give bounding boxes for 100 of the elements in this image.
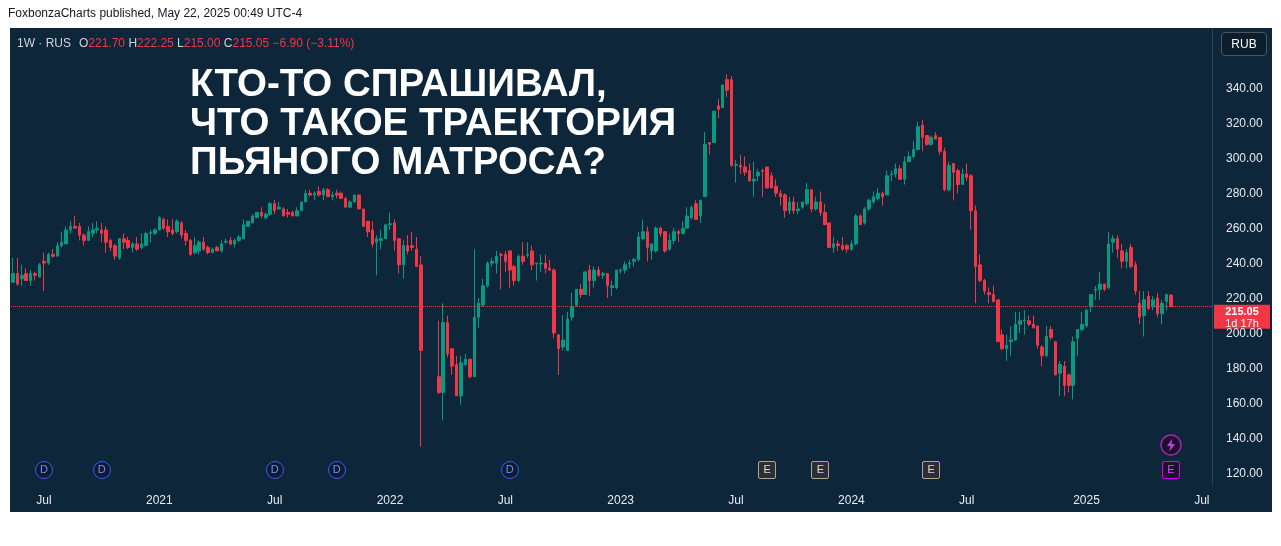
candlestick — [854, 213, 858, 247]
y-tick-label: 140.00 — [1226, 430, 1264, 445]
y-tick-label: 120.00 — [1226, 465, 1264, 480]
circle-badge: D — [34, 461, 53, 479]
candlestick — [1142, 290, 1146, 337]
candlestick — [588, 264, 591, 297]
candlestick — [717, 98, 720, 119]
candlestick — [402, 239, 405, 280]
candlestick — [1054, 341, 1057, 376]
candlestick — [788, 196, 791, 215]
candlestick — [1160, 299, 1164, 325]
y-tick-label: 260.00 — [1226, 221, 1264, 236]
candlestick — [42, 252, 46, 292]
candlestick — [623, 260, 627, 275]
candlestick — [521, 241, 525, 266]
candlestick — [175, 218, 179, 234]
x-tick-label: Jul — [497, 493, 514, 507]
candlestick — [752, 161, 756, 198]
candlestick — [322, 187, 325, 201]
candlestick — [597, 266, 600, 278]
candlestick — [606, 273, 609, 299]
candlestick — [118, 238, 121, 261]
y-tick-label: 220.00 — [1226, 291, 1264, 306]
candlestick — [579, 283, 583, 299]
x-tick-label: Jul — [1194, 493, 1210, 507]
candlestick — [1103, 283, 1106, 292]
candlestick — [104, 225, 108, 254]
candlestick — [947, 161, 951, 192]
circle-badge: D — [92, 461, 111, 479]
candlestick — [197, 239, 201, 255]
candlestick — [215, 245, 219, 252]
candlestick — [703, 131, 707, 198]
candlestick — [441, 302, 445, 421]
candlestick — [24, 267, 28, 282]
candlestick — [859, 213, 862, 226]
candlestick — [677, 229, 680, 243]
candlestick — [583, 271, 587, 296]
candlestick — [805, 182, 809, 206]
x-tick-label: 2022 — [376, 493, 404, 507]
candlestick — [313, 190, 316, 201]
ref-line-label: 215.05 — [1225, 304, 1259, 317]
candlestick — [260, 206, 263, 219]
candlestick — [11, 257, 15, 283]
x-tick-label: Jul — [959, 493, 975, 507]
square-badge: E — [1161, 461, 1180, 479]
candlestick — [721, 84, 724, 109]
candlestick — [1045, 325, 1048, 358]
circle-badge: D — [327, 461, 346, 479]
candlestick — [517, 253, 520, 283]
text: FoxbonzaCharts published, May 22, 2025 00:49 UTC-4 — [8, 6, 303, 20]
candlestick — [526, 241, 529, 259]
candlestick — [592, 266, 596, 289]
candlestick — [734, 159, 738, 184]
candlestick — [29, 269, 32, 287]
candlestick — [1040, 344, 1044, 367]
candlestick — [273, 199, 276, 215]
candlestick — [286, 208, 290, 219]
candlestick — [220, 239, 223, 254]
x-tick-label: Jul — [266, 493, 283, 507]
candlestick — [1165, 294, 1168, 311]
candlestick — [646, 225, 649, 262]
candlestick — [326, 187, 330, 198]
x-tick-label: 2025 — [1073, 493, 1101, 507]
candlestick — [929, 135, 933, 147]
x-tick-label: Jul — [36, 493, 52, 507]
y-tick-label: 240.00 — [1226, 256, 1264, 271]
candlestick — [1058, 360, 1062, 397]
candlestick — [468, 358, 472, 379]
candlestick — [708, 142, 711, 156]
y-tick-label: 160.00 — [1226, 395, 1264, 410]
candlestick — [1147, 290, 1150, 311]
candlestick — [1125, 248, 1128, 269]
candlestick — [122, 232, 126, 250]
candlestick — [987, 287, 991, 304]
candlestick — [894, 163, 897, 179]
candlestick — [317, 185, 321, 198]
candlestick — [335, 189, 339, 199]
candlestick — [796, 201, 800, 215]
candlestick — [268, 201, 272, 217]
candlestick — [783, 192, 787, 219]
square-badge: E — [811, 461, 830, 479]
candlestick — [33, 271, 37, 282]
y-tick-label: 300.00 — [1226, 151, 1264, 166]
y-tick-label: 180.00 — [1226, 360, 1264, 375]
x-tick-label: 2023 — [607, 493, 635, 507]
candlestick — [211, 246, 214, 254]
candlestick — [47, 252, 50, 266]
candlestick — [961, 168, 964, 185]
x-tick-label: 2021 — [145, 493, 173, 507]
candlestick — [20, 264, 24, 287]
candlestick — [1005, 334, 1008, 362]
candlestick — [885, 170, 889, 196]
y-tick-label: 340.00 — [1226, 81, 1264, 96]
candlestick — [331, 190, 334, 201]
candlestick — [135, 236, 139, 252]
candlestick — [575, 288, 578, 308]
text: КТО-ТО СПРАШИВАЛ, ЧТО ТАКОЕ ТРАЕКТОРИЯ ПЬЯНОГО МАТРОСА? — [190, 61, 678, 182]
candlestick — [1089, 294, 1093, 313]
candlestick — [95, 220, 99, 234]
candlestick — [473, 248, 476, 378]
